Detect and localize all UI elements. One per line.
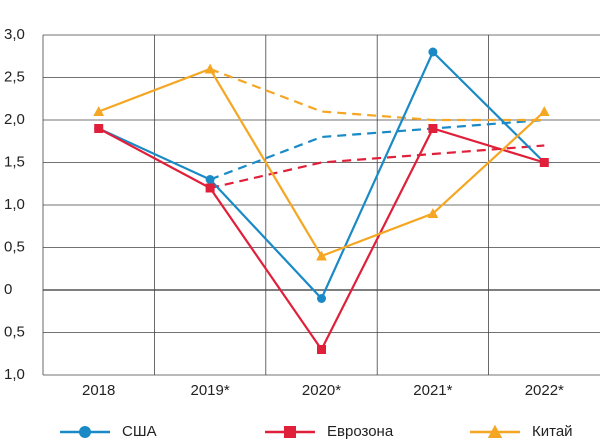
y-tick-label: 1,0 (4, 366, 25, 383)
marker (539, 158, 549, 167)
marker (428, 124, 438, 133)
legend-label: США (122, 423, 157, 440)
marker (487, 424, 503, 438)
y-tick-label: 1,5 (4, 153, 25, 170)
y-tick-label: 0,5 (4, 323, 25, 340)
x-tick-label: 2020* (302, 382, 341, 399)
marker (428, 47, 438, 57)
y-tick-label: 2,5 (4, 68, 25, 85)
forecast-line (209, 67, 545, 122)
series-line (98, 127, 545, 352)
marker (93, 106, 105, 116)
marker (205, 183, 215, 193)
marker (316, 250, 327, 261)
legend-label: Еврозона (327, 423, 394, 440)
y-tick-label: 2,0 (4, 111, 25, 128)
marker (204, 63, 216, 74)
x-tick-label: 2022* (525, 382, 564, 399)
forecast-line (209, 144, 545, 190)
y-tick-label: 0 (4, 281, 12, 298)
legend-label: Китай (532, 423, 573, 440)
marker (205, 175, 215, 184)
marker (94, 124, 104, 133)
marker (427, 208, 439, 218)
x-tick-label: 2019* (190, 382, 229, 399)
y-tick-label: 0,5 (4, 238, 25, 255)
y-tick-label: 1,0 (4, 196, 25, 213)
forecast-line (209, 118, 545, 181)
x-tick-label: 2018 (82, 382, 115, 399)
x-tick-label: 2021* (413, 382, 452, 399)
marker (284, 426, 296, 438)
marker (79, 426, 91, 438)
y-tick-label: 3,0 (4, 26, 25, 43)
series-line (98, 50, 546, 301)
marker (317, 294, 326, 303)
marker (317, 345, 326, 354)
marker (538, 106, 550, 116)
